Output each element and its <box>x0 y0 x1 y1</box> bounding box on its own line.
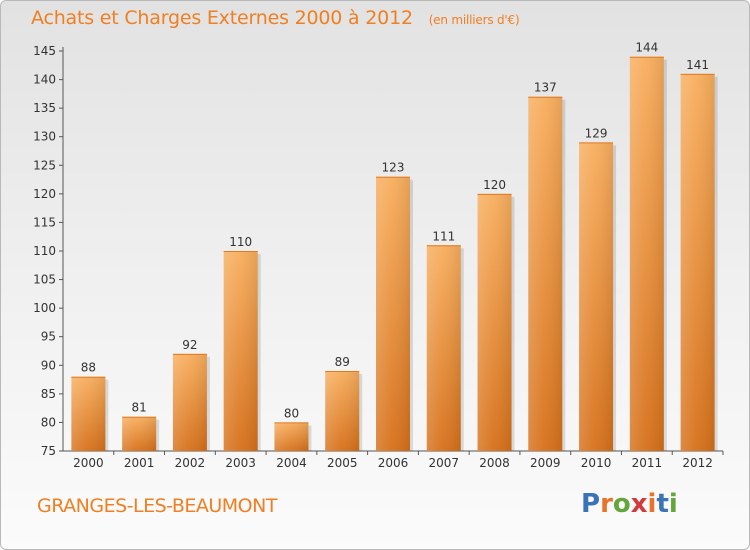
bar-highlight <box>274 422 309 451</box>
logo-letter: i <box>647 489 657 519</box>
bar-highlight <box>579 142 614 451</box>
x-tick-label: 2005 <box>327 456 358 470</box>
x-tick-label: 2000 <box>73 456 104 470</box>
y-tick-label: 135 <box>33 101 56 115</box>
x-tick-label: 2007 <box>428 456 459 470</box>
value-label: 111 <box>432 229 455 243</box>
value-label: 141 <box>686 58 709 72</box>
y-tick-label: 145 <box>33 44 56 58</box>
bar-highlight <box>528 96 563 451</box>
logo-letter: i <box>668 489 678 519</box>
chart-title: Achats et Charges Externes 2000 à 2012 (… <box>31 7 520 29</box>
bar-highlight <box>477 193 512 451</box>
bars-group <box>71 56 718 451</box>
y-tick-label: 90 <box>41 358 56 372</box>
value-label: 110 <box>229 235 252 249</box>
chart-unit: (en milliers d'€) <box>428 13 520 27</box>
value-label: 137 <box>534 81 557 95</box>
bar-highlight <box>122 416 157 451</box>
bar-highlight <box>325 371 360 451</box>
y-tick-label: 125 <box>33 158 56 172</box>
x-tick-label: 2008 <box>479 456 510 470</box>
logo-letter: o <box>612 489 631 519</box>
value-label: 129 <box>585 126 608 140</box>
value-label: 92 <box>182 338 197 352</box>
x-tick-label: 2009 <box>530 456 561 470</box>
bar-highlight <box>629 56 664 451</box>
x-tick-label: 2010 <box>581 456 612 470</box>
y-tick-label: 105 <box>33 273 56 287</box>
labels-group: 2000 88 2001 81 2002 92 2003 110 2004 80 2005 89 200… <box>73 41 713 470</box>
logo-letter: x <box>630 489 648 519</box>
y-tick-label: 115 <box>33 215 56 229</box>
value-label: 81 <box>132 401 147 415</box>
y-tick-label: 140 <box>33 73 56 87</box>
chart-title-text: Achats et Charges Externes 2000 à 2012 <box>31 7 413 29</box>
value-label: 88 <box>81 361 96 375</box>
y-tick-label: 130 <box>33 130 56 144</box>
x-tick-label: 2006 <box>378 456 409 470</box>
x-tick-label: 2011 <box>632 456 663 470</box>
value-label: 89 <box>335 355 350 369</box>
value-label: 123 <box>382 161 405 175</box>
bar-highlight <box>426 245 461 451</box>
x-tick-label: 2003 <box>225 456 256 470</box>
logo-letter: t <box>656 489 669 519</box>
bar-highlight <box>680 73 715 451</box>
proxiti-logo: Proxiti <box>581 489 678 519</box>
bar-highlight <box>71 376 106 451</box>
y-tick-label: 75 <box>41 444 56 458</box>
y-tick-label: 95 <box>41 330 56 344</box>
bar-highlight <box>376 176 410 451</box>
y-tick-label: 100 <box>33 301 56 315</box>
x-tick-label: 2001 <box>124 456 155 470</box>
value-label: 120 <box>483 178 506 192</box>
x-tick-label: 2004 <box>276 456 307 470</box>
commune-name: GRANGES-LES-BEAUMONT <box>37 495 277 517</box>
bar-highlight <box>172 353 207 451</box>
y-tick-label: 80 <box>41 415 56 429</box>
y-tick-label: 120 <box>33 187 56 201</box>
y-tick-label: 85 <box>41 387 56 401</box>
x-tick-label: 2012 <box>682 456 713 470</box>
value-label: 144 <box>635 41 658 55</box>
bar-highlight <box>223 251 258 451</box>
logo-letter: P <box>581 489 601 519</box>
x-tick-label: 2002 <box>175 456 206 470</box>
y-tick-label: 110 <box>33 244 56 258</box>
logo-letter: r <box>600 489 613 519</box>
value-label: 80 <box>284 406 299 420</box>
